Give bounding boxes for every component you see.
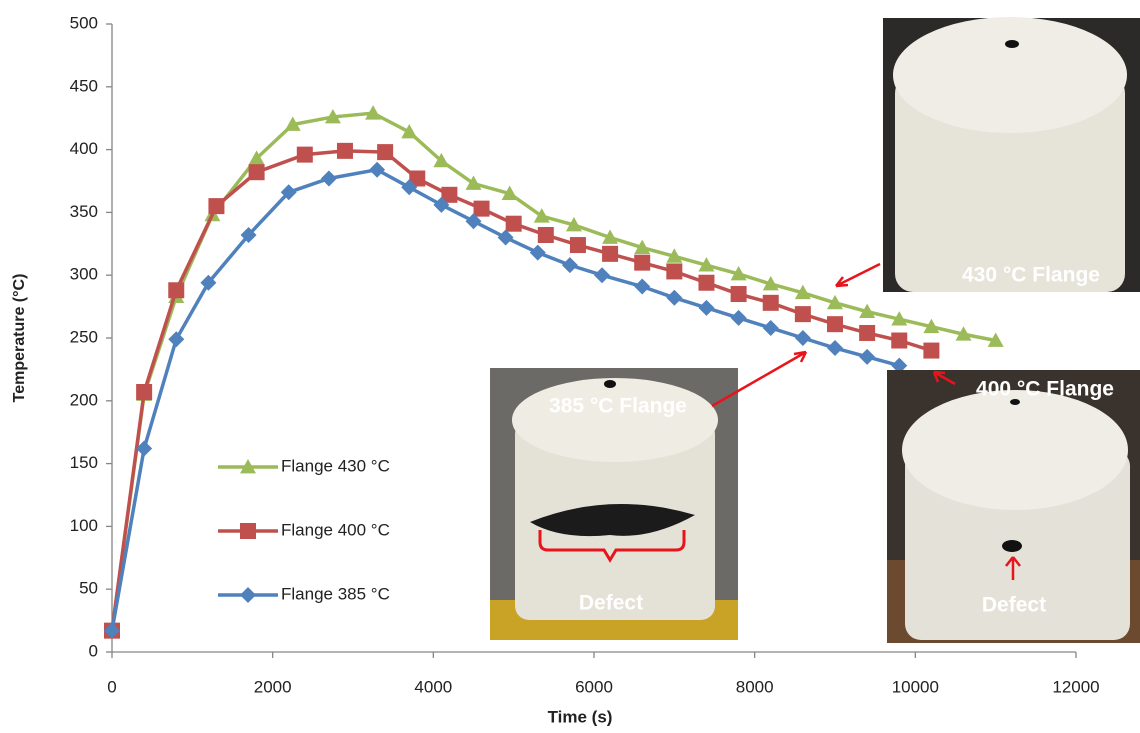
marker — [401, 124, 417, 138]
x-tick-label: 12000 — [1052, 677, 1099, 696]
y-tick-label: 450 — [70, 76, 98, 95]
y-tick-label: 250 — [70, 327, 98, 346]
marker — [795, 306, 811, 322]
marker — [923, 343, 939, 359]
annotation: 385 °C Flange — [549, 395, 687, 418]
y-tick-label: 50 — [79, 579, 98, 598]
marker — [562, 257, 578, 273]
marker — [168, 282, 184, 298]
marker — [666, 263, 682, 279]
y-tick-label: 0 — [89, 641, 98, 660]
y-tick-label: 400 — [70, 139, 98, 158]
marker — [666, 290, 682, 306]
annotation: Defect — [982, 594, 1046, 617]
y-tick-label: 350 — [70, 202, 98, 221]
marker — [731, 286, 747, 302]
marker — [859, 325, 875, 341]
marker — [763, 320, 779, 336]
y-tick-label: 100 — [70, 516, 98, 535]
legend-label: Flange 400 °C — [281, 520, 390, 539]
y-tick-label: 500 — [70, 13, 98, 32]
annotation: 430 °C Flange — [962, 264, 1100, 287]
marker — [602, 246, 618, 262]
marker — [474, 201, 490, 217]
marker — [698, 300, 714, 316]
legend-marker — [240, 587, 256, 603]
annotation: 400 °C Flange — [976, 378, 1114, 401]
marker — [698, 275, 714, 291]
marker — [168, 331, 184, 347]
marker — [377, 144, 393, 160]
marker — [321, 170, 337, 186]
x-axis-label: Time (s) — [548, 707, 613, 726]
marker — [369, 162, 385, 178]
marker — [249, 164, 265, 180]
marker — [506, 216, 522, 232]
marker — [570, 237, 586, 253]
x-tick-label: 2000 — [254, 677, 292, 696]
y-tick-label: 300 — [70, 265, 98, 284]
marker — [763, 295, 779, 311]
legend-label: Flange 385 °C — [281, 584, 390, 603]
y-tick-label: 200 — [70, 390, 98, 409]
marker — [208, 198, 224, 214]
x-tick-label: 8000 — [736, 677, 774, 696]
marker — [297, 147, 313, 163]
marker — [795, 330, 811, 346]
marker — [859, 349, 875, 365]
annotation: Defect — [579, 592, 643, 615]
legend-label: Flange 430 °C — [281, 456, 390, 475]
x-tick-label: 4000 — [414, 677, 452, 696]
marker — [337, 143, 353, 159]
marker — [731, 310, 747, 326]
x-tick-label: 0 — [107, 677, 116, 696]
marker — [634, 279, 650, 295]
photo-430 — [883, 17, 1140, 292]
marker — [891, 333, 907, 349]
marker — [634, 255, 650, 271]
x-tick-label: 10000 — [892, 677, 939, 696]
marker — [538, 227, 554, 243]
legend-marker — [240, 523, 256, 539]
arrow — [836, 264, 880, 286]
marker — [827, 316, 843, 332]
x-tick-label: 6000 — [575, 677, 613, 696]
y-axis-label: Temperature (°C) — [11, 274, 28, 403]
marker — [827, 340, 843, 356]
y-tick-label: 150 — [70, 453, 98, 472]
marker — [136, 384, 152, 400]
chart: 0 50 100 150 200 250 300 350 400 450 500 0 2000 4000 6… — [0, 0, 1140, 733]
marker — [530, 245, 546, 261]
marker — [594, 267, 610, 283]
marker — [498, 230, 514, 246]
